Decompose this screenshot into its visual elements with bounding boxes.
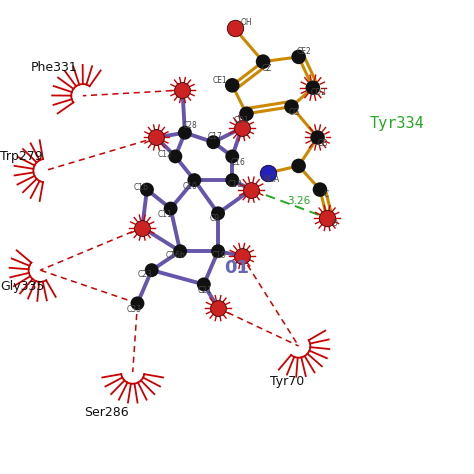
Point [167,205,174,212]
Text: 3.26: 3.26 [287,196,310,207]
Point [243,110,250,118]
Text: CE2: CE2 [297,47,312,55]
Text: C16: C16 [230,158,246,166]
Point [238,124,246,132]
Text: OH: OH [241,18,252,27]
Point [134,300,141,307]
Point [288,103,295,110]
Text: CB: CB [317,139,328,147]
Point [191,176,198,184]
Point [172,153,179,160]
Text: O: O [331,219,337,228]
Text: C28: C28 [182,121,197,130]
Point [314,134,321,141]
Text: CG: CG [288,109,300,117]
Text: C19: C19 [211,252,227,260]
Point [264,169,272,177]
Text: NCA: NCA [263,175,279,183]
Text: C12: C12 [157,150,173,158]
Point [228,153,236,160]
Text: C10: C10 [183,182,198,191]
Point [295,53,302,61]
Point [238,252,246,260]
Text: C9: C9 [209,215,219,223]
Text: Tyr70: Tyr70 [270,375,304,388]
Text: Ser286: Ser286 [84,406,129,419]
Text: C21: C21 [197,286,212,294]
Text: Gly335: Gly335 [0,280,45,293]
Point [323,214,331,222]
Text: C23: C23 [137,271,153,279]
Point [153,134,160,141]
Point [214,304,222,312]
Text: C33: C33 [126,305,141,313]
Point [143,186,151,193]
Text: Tyr334: Tyr334 [370,116,425,131]
Point [295,162,302,170]
Text: Trp279: Trp279 [0,150,43,163]
Point [309,84,317,91]
Point [210,138,217,146]
Text: C11: C11 [157,210,173,219]
Point [247,186,255,193]
Point [138,224,146,231]
Text: 01: 01 [225,259,249,277]
Text: CD1: CD1 [234,117,250,125]
Point [181,129,189,137]
Point [214,247,222,255]
Point [228,176,236,184]
Text: CE1: CE1 [212,76,228,85]
Text: C: C [323,190,329,199]
Point [214,210,222,217]
Text: CD2: CD2 [310,89,327,97]
Point [176,247,184,255]
Text: C18: C18 [227,181,242,189]
Text: CZ: CZ [262,64,272,73]
Point [148,266,155,274]
Text: C16b: C16b [165,252,185,260]
Point [231,25,238,32]
Text: C17: C17 [207,132,222,141]
Point [316,186,324,193]
Text: Phe331: Phe331 [31,61,78,74]
Text: C1b: C1b [134,183,149,191]
Point [259,58,267,65]
Point [228,82,236,89]
Point [200,281,208,288]
Point [179,86,186,94]
